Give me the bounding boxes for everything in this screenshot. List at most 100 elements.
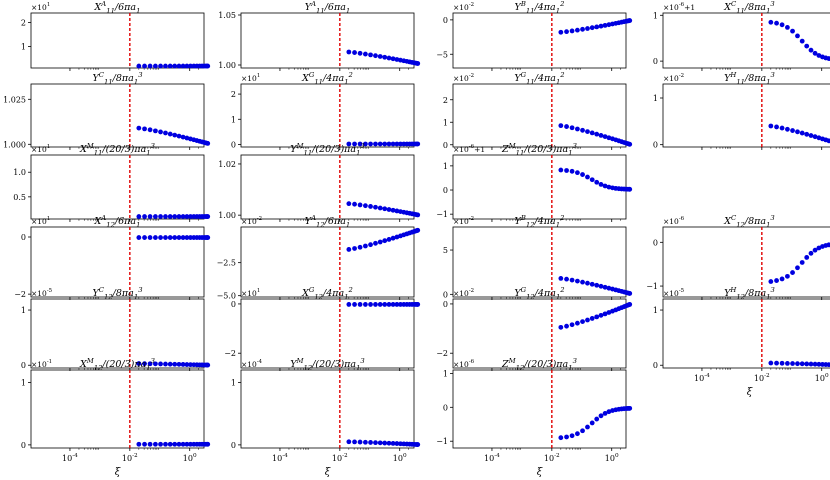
data-point	[142, 63, 147, 69]
data-point	[136, 235, 142, 240]
data-point	[785, 360, 790, 366]
data-point	[373, 53, 378, 59]
subplot-XM12: XM12/(20/3)πa13​ ×10-1​ 0 1 10-4​ 10-2​ 100​ ξ	[21, 357, 211, 478]
x-tick-label: 10-4​	[62, 453, 78, 463]
data-point	[768, 360, 774, 366]
data-point	[790, 270, 795, 275]
data-point	[790, 128, 795, 133]
panel-title: YB11/4πa12​	[515, 0, 565, 15]
data-point	[180, 362, 186, 367]
data-point	[188, 63, 193, 69]
data-point	[158, 441, 163, 447]
data-point	[812, 247, 818, 253]
data-point	[188, 235, 193, 240]
data-point	[382, 141, 388, 147]
data-point	[606, 22, 612, 28]
data-point	[575, 320, 580, 326]
data-point	[357, 141, 363, 147]
panel-title: YC11/8πa13​	[92, 71, 143, 86]
data-point	[785, 126, 790, 132]
data-point	[415, 302, 421, 307]
data-point	[346, 247, 352, 252]
panel-title: YG12/4πa12​	[514, 286, 564, 301]
data-point	[564, 323, 569, 329]
subplot-XG12: XG12/4πa12​ ×101​ −2 0	[224, 286, 421, 371]
x-tick-label: 100​	[605, 453, 619, 463]
plot-frame	[240, 83, 415, 148]
data-point	[569, 277, 575, 283]
data-point	[172, 63, 178, 69]
y-tick-label: 0	[653, 238, 658, 247]
data-point	[346, 302, 352, 307]
data-point	[147, 441, 153, 447]
y-tick-label: 5	[443, 246, 448, 255]
x-tick-label: 10-2​	[122, 453, 138, 463]
data-point	[799, 361, 805, 367]
data-point	[357, 244, 363, 250]
y-tick-label: 1.025	[3, 95, 26, 104]
data-point	[564, 29, 569, 35]
plot-frame	[662, 298, 830, 369]
data-point	[163, 361, 168, 367]
data-point	[176, 235, 182, 240]
data-point	[373, 240, 378, 246]
data-point	[569, 322, 575, 328]
data-point	[804, 43, 810, 49]
data-point	[382, 440, 388, 446]
axis-multiplier: ×10-6+1	[663, 2, 695, 12]
y-tick-label: 0	[443, 16, 448, 25]
axis-multiplier: ×10-5​	[663, 288, 685, 298]
y-tick-label: 1.05	[218, 11, 236, 20]
x-tick-label: 10-2​	[544, 453, 560, 463]
data-point	[352, 201, 357, 207]
data-point	[147, 63, 153, 69]
data-point	[386, 237, 392, 242]
data-point	[386, 207, 392, 212]
y-tick-label: 0	[653, 361, 658, 370]
data-point	[394, 141, 400, 147]
data-point	[808, 250, 814, 256]
panel-title: YM12/(20/3)πa13​	[290, 357, 365, 372]
data-point	[808, 361, 814, 367]
subplot-YG12: YG12/4πa12​ ×10-2​ −2 0	[436, 286, 633, 371]
y-tick-label: 1	[653, 94, 658, 103]
plot-frame	[30, 298, 205, 369]
data-point	[357, 202, 363, 208]
data-point	[804, 255, 810, 260]
subplot-XC11: XC11/8πa13​ ×10-6+1 0 1	[653, 0, 830, 71]
y-tick-label: 1.02	[218, 160, 236, 169]
subplot-YC12: YC12/8πa13​ ×10-5​ 0 1	[21, 286, 211, 371]
data-point	[346, 141, 352, 147]
y-tick-label: 1	[653, 11, 658, 20]
data-point	[627, 186, 633, 192]
data-point	[826, 138, 830, 144]
data-point	[153, 235, 158, 240]
data-point	[184, 235, 190, 240]
data-point	[205, 441, 211, 447]
y-tick-label: −1	[436, 210, 448, 219]
data-point	[564, 124, 569, 129]
data-point	[804, 361, 810, 367]
axis-multiplier: ×10-2​	[453, 288, 474, 298]
data-point	[382, 54, 388, 60]
axis-multiplier: ×101​	[241, 288, 260, 298]
y-tick-label: 0	[21, 441, 26, 450]
plot-frame	[452, 154, 627, 220]
subplot-ZM12: ZM12/(20/3)πa13​ ×10-6​ −1 0 1 10-4​ 10-2​ 100​…	[436, 357, 633, 478]
plot-frame	[240, 226, 415, 298]
data-point	[569, 168, 575, 174]
data-point	[785, 24, 790, 30]
axis-multiplier: ×10-2​	[241, 216, 262, 226]
panel-title: YH12/8πa13​	[724, 286, 775, 301]
data-point	[153, 214, 158, 219]
data-point	[377, 440, 383, 446]
data-point	[158, 63, 163, 69]
data-point	[598, 283, 604, 289]
panel-title: XM11/(20/3)πa13​	[79, 142, 156, 157]
x-axis-label: ξ	[115, 467, 121, 478]
data-point	[594, 416, 600, 422]
data-point	[569, 433, 575, 439]
data-point	[158, 235, 163, 240]
y-tick-label: 1	[21, 306, 26, 315]
data-point	[346, 49, 352, 55]
